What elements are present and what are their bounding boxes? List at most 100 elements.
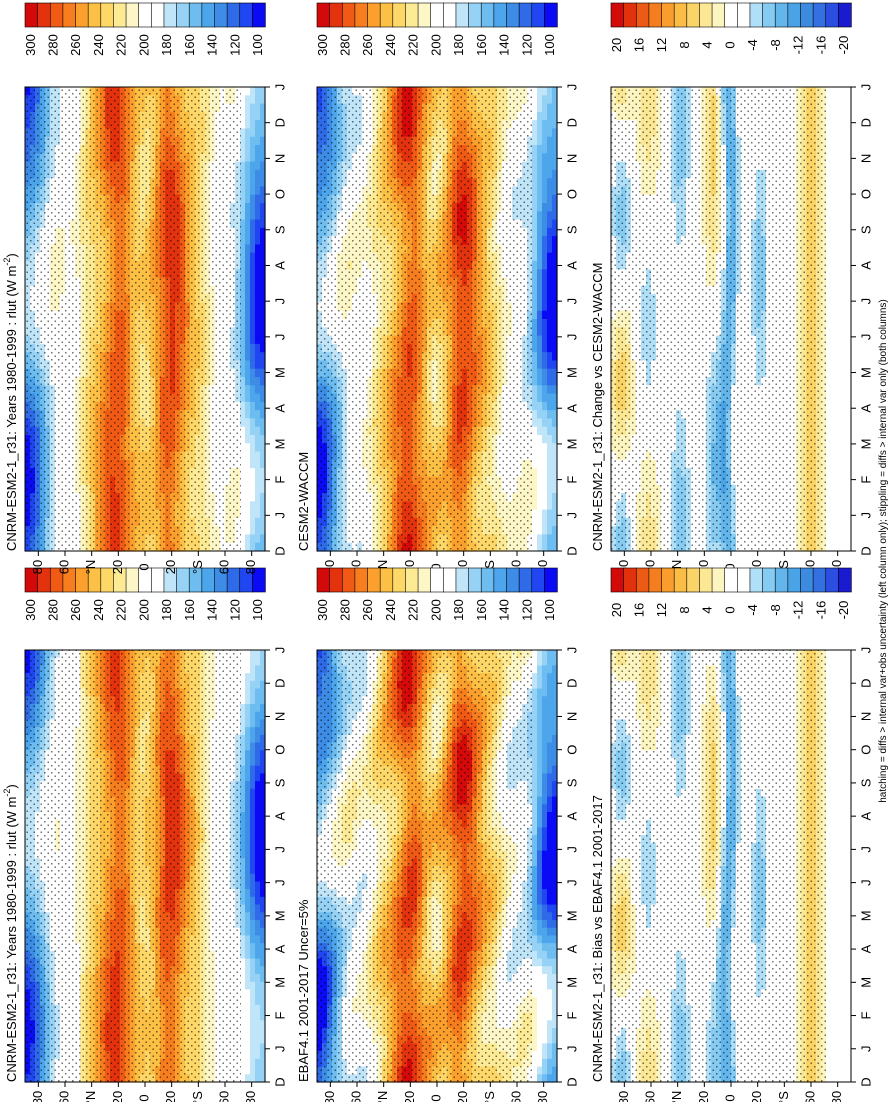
p2-month-tick: A	[272, 261, 287, 270]
p5-month-tick: F	[858, 476, 873, 484]
p6-colorbar-tick: 16	[631, 603, 646, 617]
p5-month-tick: M	[858, 367, 873, 378]
p6-lat-tick: 0	[722, 1094, 737, 1101]
p4-colorbar-tick: 140	[497, 599, 512, 621]
p1-stipple	[25, 650, 241, 1082]
p4-colorbar: 300 280 260 240 220 200 180 160 140 120 100	[315, 567, 558, 621]
p5-month-tick: S	[858, 225, 873, 234]
p6-month-tick: D	[858, 679, 873, 688]
p1-month-tick: J	[272, 879, 287, 886]
p1-month-tick: A	[272, 944, 287, 953]
p1-colorbar-tick: 120	[227, 599, 242, 621]
p2-colorbar: 300 280 260 240 220 200 180 160 140 120 100	[23, 2, 266, 56]
p1-month-tick: F	[272, 1012, 287, 1020]
p2-month-tick: D	[272, 118, 287, 127]
p6-lat-tick: 20	[749, 1091, 764, 1102]
p4-month-tick: M	[564, 910, 579, 921]
p3-colorbar-tick: 280	[337, 34, 352, 56]
p1-colorbar: 300 280 260 240 220 200 180 160 140 120 100	[23, 567, 266, 621]
p5-colorbar-tick: 0	[722, 41, 737, 48]
p5-month-tick: A	[858, 261, 873, 270]
p2-colorbar-tick: 220	[114, 34, 129, 56]
p2-month-tick: A	[272, 404, 287, 413]
p3-lat-tick: 0	[428, 563, 443, 570]
p2-lat-tick: 0	[136, 563, 151, 570]
p5-colorbar-tick: -20	[836, 36, 851, 55]
p1-month-tick: A	[272, 811, 287, 820]
p5-colorbar-tick: 20	[609, 38, 624, 52]
p4-month-tick: J	[564, 879, 579, 886]
p2-month-tick: F	[272, 476, 287, 484]
p1-lat-tick: °S	[190, 1091, 205, 1102]
p2-lat-tick: 20	[163, 560, 178, 574]
p1-colorbar-tick: 100	[250, 599, 265, 621]
p4-lat-tick: 80	[322, 1091, 337, 1102]
footnote: hatching = diffs > internal var+obs unce…	[878, 299, 889, 803]
p4-colorbar-tick: 160	[474, 599, 489, 621]
p2-month-tick: M	[272, 439, 287, 450]
p3-colorbar-tick: 160	[474, 34, 489, 56]
p5-month-tick: D	[858, 546, 873, 555]
p1-lat-tick: 60	[56, 1091, 71, 1102]
p2-colorbar-tick: 180	[159, 34, 174, 56]
p6-month-tick: M	[858, 910, 873, 921]
p6-title: CNRM-ESM2-1_r31: Bias vs EBAF4.1 2001-20…	[590, 795, 605, 1082]
p3-title: CESM2-WACCM	[296, 452, 311, 551]
p6-lat-tick: °S	[776, 1091, 791, 1102]
p3-month-tick: J	[564, 334, 579, 341]
p3-colorbar-tick: 300	[315, 34, 330, 56]
p1-lat-tick: 80	[243, 1091, 258, 1102]
p1-colorbar-tick: 200	[136, 599, 151, 621]
p4-month-tick: S	[564, 778, 579, 787]
p5-month-tick: M	[858, 439, 873, 450]
p3-colorbar-tick: 120	[519, 34, 534, 56]
p3-month-tick: N	[564, 154, 579, 163]
p1-colorbar-tick: 280	[45, 599, 60, 621]
p3-month-tick: D	[564, 118, 579, 127]
p5-colorbar-tick: 12	[654, 38, 669, 52]
p4-month-tick: D	[564, 679, 579, 688]
p2-month-tick: O	[272, 189, 287, 199]
p6-colorbar-tick: 0	[722, 606, 737, 613]
p3-month-tick: O	[564, 189, 579, 199]
p1-colorbar-tick: 260	[68, 599, 83, 621]
p6-colorbar-tick: -12	[791, 601, 806, 620]
p4-colorbar-tick: 180	[451, 599, 466, 621]
p5-colorbar-tick: 4	[700, 41, 715, 48]
p1-colorbar-tick: 240	[91, 599, 106, 621]
p6-month-tick: J	[858, 846, 873, 853]
p2-lat-tick: 80	[243, 560, 258, 574]
p4-lat-tick: 80	[535, 1091, 550, 1102]
p4-lat-tick: 20	[455, 1091, 470, 1102]
p1-lat-tick: 60	[216, 1091, 231, 1102]
p6-colorbar-tick: -16	[813, 601, 828, 620]
p4-month-tick: O	[564, 745, 579, 755]
p6-colorbar-tick: 20	[609, 603, 624, 617]
p1-month-tick: J	[272, 846, 287, 853]
p1-lat-tick: °N	[83, 1091, 98, 1102]
p2-lat-tick: 60	[216, 560, 231, 574]
p5-colorbar-tick: -8	[768, 39, 783, 51]
p1-month-tick: N	[272, 712, 287, 721]
p4-lat-tick: 60	[348, 1091, 363, 1102]
p4-month-tick: J	[564, 846, 579, 853]
p3-month-tick: A	[564, 261, 579, 270]
p3-stipple	[317, 87, 533, 551]
p3-month-tick: D	[564, 546, 579, 555]
p3-month-tick: F	[564, 476, 579, 484]
p4-month-tick: D	[564, 1077, 579, 1086]
p3-month-tick: J	[564, 512, 579, 519]
p1-lat-tick: 0	[136, 1094, 151, 1101]
p2-colorbar-tick: 300	[23, 34, 38, 56]
p1-month-tick: J	[272, 1046, 287, 1053]
p6-colorbar-tick: -8	[768, 604, 783, 616]
p2-colorbar-tick: 160	[182, 34, 197, 56]
p1-colorbar-tick: 180	[159, 599, 174, 621]
p2-month-tick: J	[272, 84, 287, 91]
p4-month-tick: J	[564, 1046, 579, 1053]
p6-colorbar-tick: -20	[836, 601, 851, 620]
